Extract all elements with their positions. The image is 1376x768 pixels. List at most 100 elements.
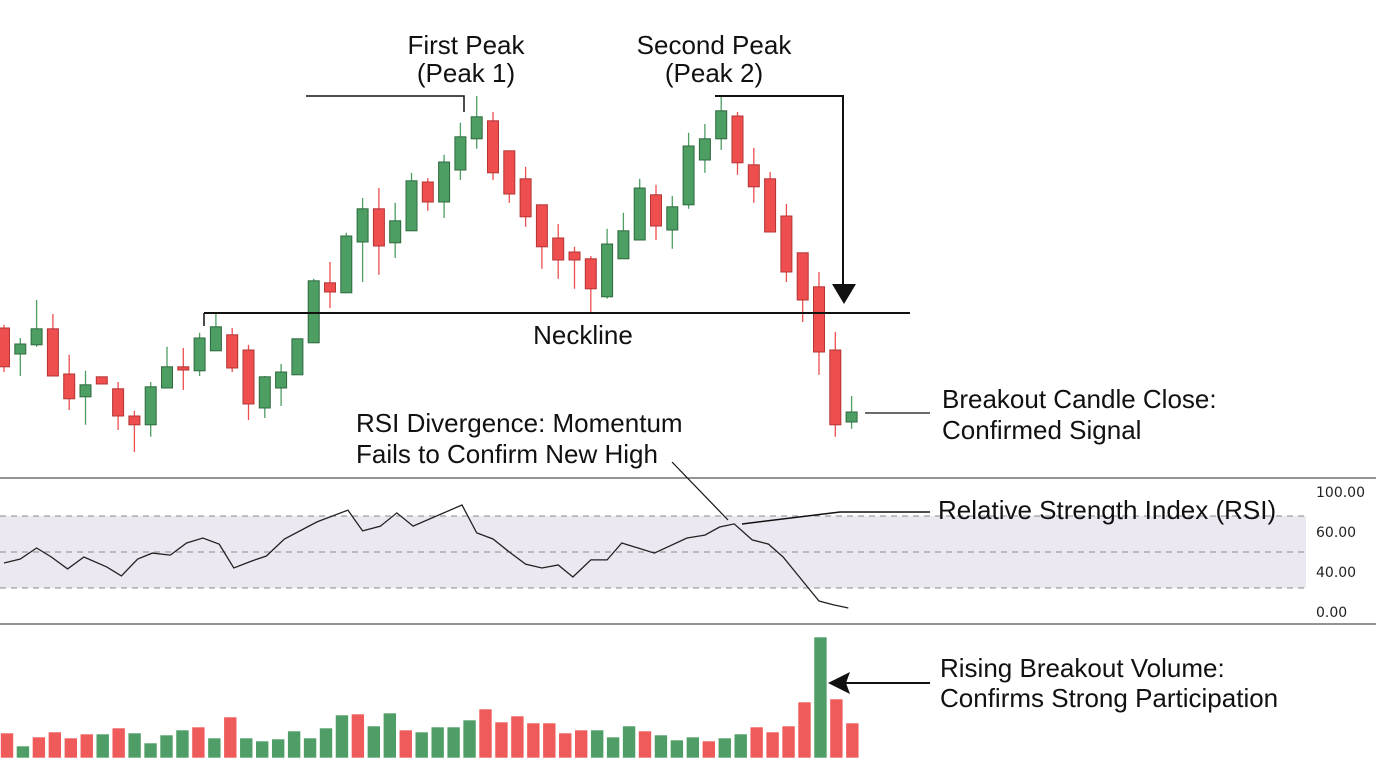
candle-body <box>161 366 173 389</box>
volume-bar <box>813 636 828 759</box>
candle-down <box>46 314 59 377</box>
candle-up <box>682 132 695 209</box>
volume-bar <box>558 732 573 759</box>
candle-body <box>258 376 271 409</box>
candle-up <box>454 122 467 180</box>
candle-down <box>519 166 532 227</box>
volume-bar <box>32 736 46 759</box>
candle-down <box>242 344 255 420</box>
volume-bar <box>845 722 860 759</box>
volume-bar <box>95 733 110 759</box>
arrow-down-icon <box>832 284 856 304</box>
volume-bar <box>510 715 525 759</box>
volume-bar <box>765 731 780 759</box>
candle-body <box>193 337 206 372</box>
candle-body <box>0 327 10 368</box>
volume-bar <box>462 719 477 759</box>
volume-bar <box>797 701 812 759</box>
candle-up <box>845 396 858 429</box>
candle-body <box>601 243 614 298</box>
volume-bar <box>79 733 94 759</box>
volume-bar <box>351 713 365 759</box>
divergence-label-line1: RSI Divergence: Momentum <box>356 408 683 438</box>
volume-bar <box>367 725 381 759</box>
candle-body <box>503 150 516 195</box>
peak1-marker-line <box>306 95 465 112</box>
candle-body <box>30 328 43 346</box>
candle-body <box>95 376 108 385</box>
candle-body <box>519 178 532 218</box>
candle-body <box>226 334 239 369</box>
candle-body <box>731 115 744 164</box>
volume-bar <box>191 726 206 759</box>
peak2-target-arrow-line <box>715 95 844 288</box>
volume-bar <box>606 736 620 759</box>
volume-bar <box>829 698 844 759</box>
candle-down <box>731 112 744 175</box>
volume-bar <box>494 721 509 759</box>
candle-body <box>372 208 385 247</box>
volume-bar <box>143 742 158 759</box>
candle-down <box>324 262 336 308</box>
volume-bar <box>127 732 142 759</box>
candle-down <box>552 224 565 279</box>
volume-bar <box>159 734 174 759</box>
candle-down <box>372 188 385 275</box>
volume-bar <box>622 725 636 759</box>
volume-bar <box>0 732 14 759</box>
candle-body <box>421 181 434 203</box>
volume-bars <box>0 636 860 759</box>
volume-bar <box>239 737 254 759</box>
rsi-tick-label: 40.00 <box>1316 565 1356 581</box>
candle-body <box>340 235 353 294</box>
candle-body <box>128 415 141 426</box>
rsi-label-callout-line <box>741 511 930 525</box>
candle-down <box>487 112 499 180</box>
volume-bar <box>670 739 684 759</box>
peak2-label-line1: Second Peak <box>637 30 793 60</box>
candle-body <box>291 338 304 376</box>
candle-body <box>845 411 858 423</box>
candle-down <box>813 272 825 375</box>
candle-body <box>568 251 581 261</box>
volume-bar <box>701 740 716 759</box>
candle-down <box>421 178 434 211</box>
rsi-line <box>3 504 849 609</box>
volume-bar <box>64 737 78 759</box>
candle-down <box>747 148 760 203</box>
candle-down <box>95 376 108 385</box>
rsi-series-label: Relative Strength Index (RSI) <box>938 495 1276 525</box>
candle-down <box>503 150 516 203</box>
candlestick-series <box>0 96 858 452</box>
candle-up <box>617 212 630 260</box>
candle-down <box>177 348 190 390</box>
divergence-callout-line <box>671 461 729 521</box>
candle-up <box>633 178 646 241</box>
candle-up <box>340 232 353 294</box>
candle-body <box>405 180 418 232</box>
volume-bar <box>654 734 668 759</box>
candle-body <box>112 388 125 417</box>
candle-up <box>666 196 679 249</box>
candle-body <box>389 220 402 244</box>
candle-up <box>275 364 288 406</box>
candle-down <box>796 252 809 322</box>
candle-body <box>438 161 451 203</box>
candle-up <box>161 346 173 389</box>
candle-body <box>617 230 630 260</box>
candle-body <box>356 208 369 243</box>
candle-down <box>112 382 125 430</box>
candle-body <box>747 164 760 188</box>
volume-bar <box>749 726 764 759</box>
peak1-label-line2: (Peak 1) <box>417 58 515 88</box>
volume-label-line2: Confirms Strong Participation <box>940 683 1278 713</box>
volume-bar <box>111 727 126 759</box>
volume-bar <box>255 740 269 759</box>
candle-up <box>193 332 206 376</box>
candle-down <box>780 204 793 282</box>
divergence-label-line2: Fails to Confirm New High <box>356 439 658 469</box>
candle-body <box>552 237 565 261</box>
volume-bar <box>526 722 541 759</box>
candle-body <box>698 138 711 161</box>
